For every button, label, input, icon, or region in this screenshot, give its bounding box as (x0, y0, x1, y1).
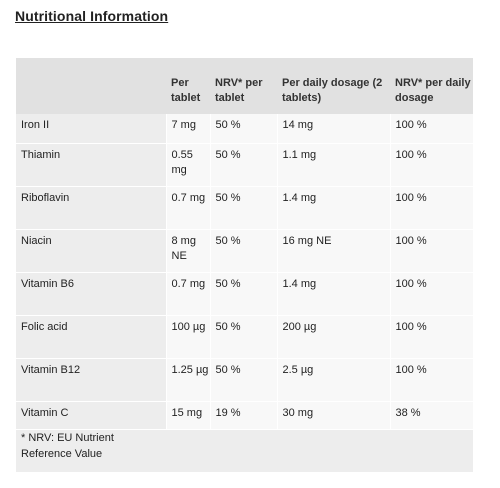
table-row: Riboflavin 0.7 mg 50 % 1.4 mg 100 % (16, 186, 473, 230)
per-tablet-value: 100 µg (165, 315, 210, 359)
daily-dosage-value: 1.4 mg (276, 186, 390, 230)
table-row: Folic acid 100 µg 50 % 200 µg 100 % (16, 315, 473, 359)
table-row: Vitamin C 15 mg 19 % 30 mg 38 % (16, 401, 473, 430)
nutrient-name: Thiamin (16, 143, 166, 187)
table-header-background (16, 58, 473, 114)
header-nrv-per-daily-dosage: NRV* per daily dosage (395, 77, 471, 104)
per-tablet-value: 0.7 mg (165, 186, 210, 230)
nrv-daily-value: 100 % (389, 229, 473, 273)
nutrient-name: Vitamin B6 (16, 272, 166, 316)
nrv-per-tablet-value: 50 % (209, 143, 277, 187)
table-row: Vitamin B12 1.25 µg 50 % 2.5 µg 100 % (16, 358, 473, 402)
nutrient-name: Riboflavin (16, 186, 166, 230)
table-row: Vitamin B6 0.7 mg 50 % 1.4 mg 100 % (16, 272, 473, 316)
nrv-per-tablet-value: 50 % (209, 358, 277, 402)
nrv-daily-value: 100 % (389, 358, 473, 402)
per-tablet-value: 0.7 mg (165, 272, 210, 316)
per-tablet-value: 0.55 mg (165, 143, 210, 187)
header-per-tablet: Per tablet (171, 77, 201, 104)
nrv-daily-value: 100 % (389, 315, 473, 359)
nutrient-name: Vitamin B12 (16, 358, 166, 402)
nutrient-name: Folic acid (16, 315, 166, 359)
table-row: Thiamin 0.55 mg 50 % 1.1 mg 100 % (16, 143, 473, 187)
nrv-per-tablet-value: 50 % (209, 315, 277, 359)
nrv-daily-value: 100 % (389, 143, 473, 187)
per-tablet-value: 8 mg NE (165, 229, 210, 273)
nrv-daily-value: 100 % (389, 272, 473, 316)
daily-dosage-value: 16 mg NE (276, 229, 390, 273)
per-tablet-value: 15 mg (165, 401, 210, 430)
nutrition-table: Per tablet NRV* per tablet Per daily dos… (16, 58, 473, 430)
nutrition-panel: Per tablet NRV* per tablet Per daily dos… (16, 58, 473, 472)
daily-dosage-value: 14 mg (276, 114, 390, 144)
nutrient-name: Vitamin C (16, 401, 166, 430)
table-row: Iron II 7 mg 50 % 14 mg 100 % (16, 114, 473, 144)
daily-dosage-value: 1.1 mg (276, 143, 390, 187)
per-tablet-value: 1.25 µg (165, 358, 210, 402)
nutrient-name: Iron II (16, 114, 166, 144)
footnote: * NRV: EU Nutrient Reference Value (21, 432, 114, 460)
nrv-daily-value: 100 % (389, 114, 473, 144)
header-per-daily-dosage: Per daily dosage (2 tablets) (282, 77, 383, 104)
nrv-per-tablet-value: 19 % (209, 401, 277, 430)
nrv-per-tablet-value: 50 % (209, 272, 277, 316)
nrv-per-tablet-value: 50 % (209, 186, 277, 230)
header-nutrient (16, 58, 166, 114)
daily-dosage-value: 2.5 µg (276, 358, 390, 402)
daily-dosage-value: 200 µg (276, 315, 390, 359)
nrv-daily-value: 100 % (389, 186, 473, 230)
per-tablet-value: 7 mg (165, 114, 210, 144)
nrv-daily-value: 38 % (389, 401, 473, 430)
nutrient-name: Niacin (16, 229, 166, 273)
nrv-per-tablet-value: 50 % (209, 229, 277, 273)
nrv-per-tablet-value: 50 % (209, 114, 277, 144)
table-row: Niacin 8 mg NE 50 % 16 mg NE 100 % (16, 229, 473, 273)
daily-dosage-value: 1.4 mg (276, 272, 390, 316)
daily-dosage-value: 30 mg (276, 401, 390, 430)
page-title: Nutritional Information (15, 8, 169, 24)
header-nrv-per-tablet: NRV* per tablet (215, 77, 263, 104)
table-header-row: Per tablet NRV* per tablet Per daily dos… (16, 58, 473, 114)
